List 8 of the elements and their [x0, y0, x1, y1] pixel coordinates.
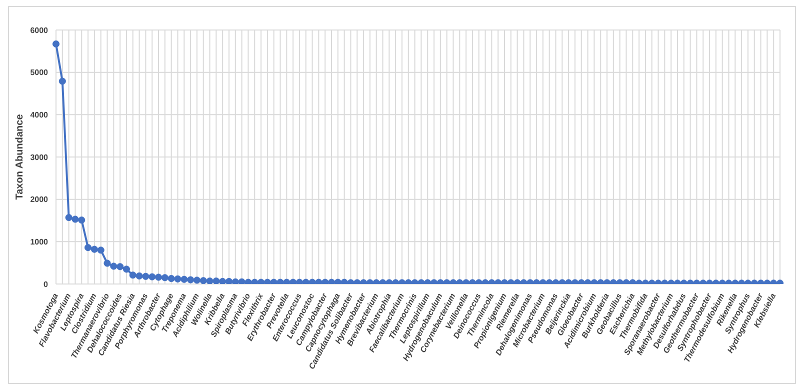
y-tick-label: 2000 — [30, 195, 49, 204]
y-tick-label: 0 — [44, 280, 49, 289]
y-tick-label: 4000 — [30, 110, 49, 120]
y-tick-label: 6000 — [30, 26, 49, 35]
y-tick-label: 1000 — [30, 238, 49, 247]
y-axis-title: Taxon Abundance — [14, 114, 26, 200]
y-tick-label: 3000 — [30, 152, 49, 162]
y-tick-label: 5000 — [30, 68, 49, 78]
